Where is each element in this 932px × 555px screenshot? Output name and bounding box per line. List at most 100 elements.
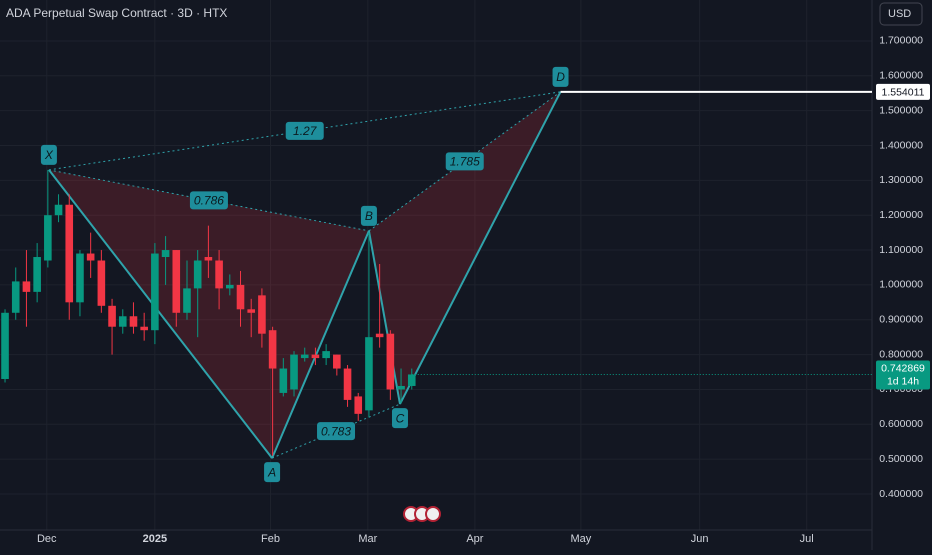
candle-body	[161, 250, 170, 258]
last-price-box	[876, 360, 930, 390]
grid	[0, 0, 872, 530]
x-tick-label: Feb	[261, 533, 280, 545]
candle-body	[215, 260, 223, 289]
candle-body	[322, 351, 330, 359]
y-tick-label: 1.200000	[879, 209, 923, 221]
ratio-label-box	[189, 191, 228, 210]
candle-body	[311, 354, 320, 359]
point-label: D	[556, 70, 565, 84]
chart-title: ADA Perpetual Swap Contract · 3D · HTX	[6, 6, 227, 20]
candle-body	[172, 250, 181, 313]
candle-body	[1, 312, 9, 379]
y-tick-label: 1.400000	[879, 139, 923, 151]
candle-body	[236, 284, 245, 310]
pattern-leg	[399, 91, 562, 405]
x-tick-label: May	[570, 533, 591, 545]
candle-body	[33, 257, 41, 292]
candle-body	[300, 354, 309, 359]
point-label: X	[44, 148, 54, 162]
candle-body	[247, 309, 256, 313]
candle-body	[343, 368, 352, 400]
candle-body	[183, 288, 191, 313]
pattern-fill	[368, 91, 561, 405]
point-label-box	[391, 408, 408, 429]
y-tick-label: 1.300000	[879, 174, 923, 186]
y-tick-label: 0.800000	[879, 348, 923, 360]
y-tick-label: 1.600000	[879, 70, 923, 82]
candle-body	[151, 253, 159, 331]
ratio-label: 1.785	[450, 155, 480, 169]
candle-body	[140, 326, 148, 331]
pattern-leg	[271, 230, 370, 459]
point-label-box	[264, 462, 281, 483]
candle-body	[397, 385, 405, 390]
candle-body	[268, 330, 277, 369]
x-tick-label: Mar	[358, 533, 377, 545]
candle-body	[118, 316, 127, 327]
ratio-label-box	[445, 152, 484, 171]
candle-body	[204, 257, 213, 261]
currency-label[interactable]: USD	[888, 8, 911, 20]
target-price-box	[876, 83, 930, 100]
x-tick-label: Jul	[800, 533, 814, 545]
ratio-label-box	[285, 121, 324, 140]
point-label-box	[360, 205, 377, 226]
last-price-label: 0.742869	[881, 362, 925, 374]
ratio-label: 0.786	[194, 194, 224, 208]
pattern-leg	[48, 169, 273, 459]
candle-body	[22, 281, 31, 292]
y-tick-label: 1.000000	[879, 279, 923, 291]
candle-body	[258, 295, 266, 334]
x-tick-label: Jun	[691, 533, 709, 545]
y-tick-label: 1.100000	[879, 244, 923, 256]
target-price-label: 1.554011	[881, 87, 924, 99]
event-icons	[403, 506, 441, 522]
candle-body	[290, 354, 298, 390]
point-label-box	[40, 144, 57, 165]
candle-body	[86, 253, 95, 261]
candle-body	[375, 333, 384, 338]
candle-body	[108, 305, 116, 327]
ratio-label: 1.27	[293, 124, 318, 138]
pattern-leg	[367, 230, 401, 405]
y-tick-label: 0.900000	[879, 314, 923, 326]
candle-body	[226, 284, 234, 289]
candle-body	[65, 204, 74, 303]
candle-body	[354, 396, 363, 414]
candle-body	[365, 337, 373, 411]
y-tick-label: 0.600000	[879, 418, 923, 430]
point-label: C	[396, 411, 405, 425]
candle-body	[333, 354, 341, 369]
pattern-fill	[48, 169, 369, 459]
pattern-ratio-line	[48, 91, 561, 171]
ratio-label-box	[317, 422, 356, 441]
countdown-label: 1d 14h	[887, 375, 919, 387]
pattern-ratio-line	[48, 169, 370, 232]
x-tick-label: 2025	[143, 533, 167, 545]
currency-button[interactable]	[879, 2, 923, 26]
ratio-label: 0.783	[321, 424, 351, 438]
candle-body	[11, 281, 20, 313]
candle-body	[97, 260, 106, 306]
point-label: A	[267, 465, 276, 479]
y-tick-label: 1.700000	[879, 35, 923, 47]
candle-body	[44, 215, 52, 261]
pattern	[48, 91, 562, 459]
candle-body	[386, 333, 395, 390]
candle-body	[129, 316, 138, 327]
candle-body	[279, 368, 288, 393]
y-tick-label: 0.500000	[879, 453, 923, 465]
x-tick-label: Apr	[466, 533, 483, 545]
point-label: B	[365, 209, 373, 223]
point-label-box	[552, 66, 569, 87]
y-tick-label: 1.500000	[879, 104, 923, 116]
candles	[1, 169, 416, 456]
x-tick-label: Dec	[37, 533, 57, 545]
pattern-ratio-line	[271, 403, 401, 459]
candle-body	[193, 260, 202, 289]
candle-body	[407, 374, 416, 386]
y-tick-label: 0.400000	[879, 488, 923, 500]
candle-body	[76, 253, 84, 303]
